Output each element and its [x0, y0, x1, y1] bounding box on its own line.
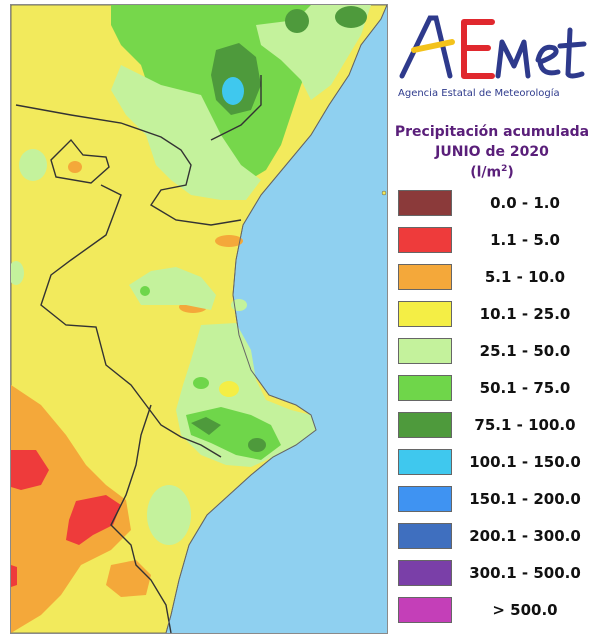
legend-label: 0.0 - 1.0 — [490, 194, 560, 212]
valencia-western-boundary — [40, 184, 222, 458]
legend-label: 100.1 - 150.0 — [469, 453, 581, 471]
island — [381, 190, 387, 196]
legend-row: 10.1 - 25.0 — [398, 299, 593, 327]
legend-label: 25.1 - 50.0 — [479, 342, 571, 360]
green-spot-2 — [193, 377, 209, 389]
legend-row: 0.0 - 1.0 — [398, 188, 593, 216]
legend-row: 200.1 - 300.0 — [398, 521, 593, 549]
northeast-lightgreen — [256, 5, 371, 100]
legend-unit-sup: 2 — [501, 164, 508, 174]
castellon-valencia-boundary — [15, 104, 242, 226]
rincon-enclave-boundary — [50, 138, 110, 184]
orange-spot-2 — [215, 235, 243, 247]
admin-boundaries — [15, 75, 262, 633]
legend-row: > 500.0 — [398, 595, 593, 623]
legend-unit-prefix: (l/m — [470, 164, 502, 181]
legend-swatch — [398, 190, 452, 216]
darkgreen-spot-2 — [248, 438, 266, 452]
aemet-logo-mark — [399, 15, 587, 79]
legend-label: 1.1 - 5.0 — [490, 231, 560, 249]
southwest-red-zone — [66, 495, 121, 545]
legend-row: 75.1 - 100.0 — [398, 410, 593, 438]
legend-swatch — [398, 375, 452, 401]
legend-label: 200.1 - 300.0 — [469, 527, 581, 545]
map-canvas — [11, 5, 387, 633]
legend-unit: (l/m2) — [392, 164, 592, 181]
legend-swatch — [398, 338, 452, 364]
south-lightgreen-zone — [147, 485, 191, 545]
legend-swatch — [398, 597, 452, 623]
west-orange-zone — [11, 385, 131, 633]
legend-label: > 500.0 — [492, 601, 558, 619]
west-red-zone — [11, 450, 49, 490]
aemet-logo — [392, 8, 592, 108]
cyan-patch — [222, 77, 244, 105]
north-darkgreen-spot — [285, 9, 309, 33]
orange-spot-1 — [68, 161, 82, 173]
west-lightgreen-spot — [19, 149, 47, 181]
legend-row: 150.1 - 200.0 — [398, 484, 593, 512]
central-lightgreen-zone — [129, 267, 216, 310]
legend-row: 5.1 - 10.0 — [398, 262, 593, 290]
legend-label: 150.1 - 200.0 — [469, 490, 581, 508]
northeast-darkgreen-spot — [335, 6, 367, 28]
west-lightgreen-spot-2 — [11, 261, 24, 285]
legend-swatch — [398, 412, 452, 438]
legend-unit-suffix: ) — [507, 164, 514, 181]
legend-swatch — [398, 227, 452, 253]
legend-row: 100.1 - 150.0 — [398, 447, 593, 475]
green-spot — [140, 286, 150, 296]
precipitation-map — [10, 4, 388, 634]
legend-swatch — [398, 560, 452, 586]
legend-row: 1.1 - 5.0 — [398, 225, 593, 253]
agency-name: Agencia Estatal de Meteorología — [398, 88, 560, 99]
legend-swatch — [398, 486, 452, 512]
alicante-western-boundary — [110, 404, 172, 633]
northern-boundary — [210, 75, 262, 141]
legend-label: 75.1 - 100.0 — [474, 416, 576, 434]
coastline — [165, 5, 387, 633]
legend-label: 5.1 - 10.0 — [484, 268, 566, 286]
legend-label: 300.1 - 500.0 — [469, 564, 581, 582]
legend-row: 25.1 - 50.0 — [398, 336, 593, 364]
legend-swatch — [398, 523, 452, 549]
legend-label: 10.1 - 25.0 — [479, 305, 571, 323]
legend-label: 50.1 - 75.0 — [479, 379, 571, 397]
legend-row: 300.1 - 500.0 — [398, 558, 593, 586]
legend-swatch — [398, 449, 452, 475]
north-lightgreen-zone — [111, 65, 261, 200]
yellow-spot — [219, 381, 239, 397]
red-edge-spot — [11, 565, 17, 587]
legend-title-line2: JUNIO de 2020 — [435, 144, 549, 160]
southeast-darkgreen-patch — [191, 417, 221, 435]
legend-row: 50.1 - 75.0 — [398, 373, 593, 401]
legend-title-line1: Precipitación acumulada — [394, 124, 590, 140]
legend-swatch — [398, 301, 452, 327]
legend-swatch — [398, 264, 452, 290]
